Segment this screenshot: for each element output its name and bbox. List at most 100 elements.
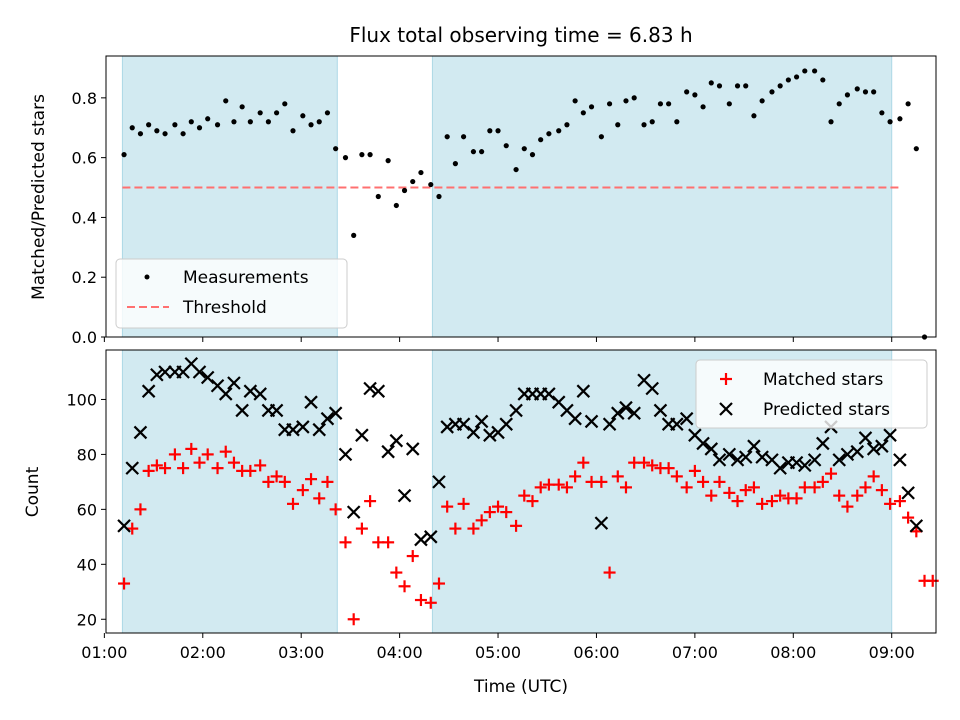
matched-point [688, 464, 701, 477]
predicted-point [328, 406, 343, 420]
matched-point [756, 497, 769, 510]
predicted-point [338, 447, 353, 462]
matched-point [159, 462, 172, 475]
predicted-point [218, 387, 233, 401]
predicted-point [807, 453, 822, 467]
predicted-point [363, 381, 377, 396]
matched-point [457, 497, 470, 510]
matched-point [723, 486, 736, 499]
legend-measurement-marker [144, 274, 150, 280]
matched-point [364, 495, 377, 508]
predicted-point [704, 442, 719, 456]
matched-point [560, 481, 573, 494]
measurement-point [495, 128, 501, 134]
predicted-point [483, 428, 497, 442]
predicted-point [611, 406, 625, 420]
predicted-point [381, 444, 395, 459]
predicted-point [466, 425, 481, 440]
matched-point [893, 495, 906, 508]
x-tick-label: 03:00 [278, 643, 324, 662]
matched-point [168, 448, 181, 461]
x-tick-label: 08:00 [770, 643, 816, 662]
chart-title: Flux total observing time = 6.83 h [349, 23, 692, 47]
top-y-axis-ticks: 0.0 0.2 0.4 0.6 0.8 [72, 89, 106, 347]
measurement-point [862, 89, 869, 95]
measurement-point [265, 119, 271, 125]
measurement-point [470, 149, 477, 155]
measurement-point [410, 178, 416, 185]
measurement-point [802, 68, 808, 74]
matched-point [705, 489, 718, 502]
measurement-point [854, 86, 860, 92]
matched-point [713, 475, 726, 488]
y-tick-label: 0.8 [72, 89, 97, 108]
matched-point [339, 536, 352, 549]
predicted-point [883, 428, 897, 442]
measurement-point [180, 131, 186, 137]
predicted-point [789, 455, 804, 470]
predicted-point [576, 384, 591, 398]
matched-point [406, 550, 419, 563]
bottom-x-axis-ticks: 01:00 02:00 03:00 04:00 05:00 06:00 07:00 08:00… [81, 633, 915, 662]
predicted-point [619, 400, 633, 415]
matched-point [875, 484, 888, 497]
matched-point [638, 456, 651, 469]
matched-point [467, 522, 480, 535]
measurement-point [836, 101, 842, 107]
predicted-point [389, 433, 404, 448]
matched-point [646, 459, 659, 472]
measurement-point [257, 110, 263, 116]
predicted-point [670, 417, 684, 431]
predicted-point [866, 442, 881, 456]
matched-point [500, 506, 513, 519]
measurement-point [162, 131, 168, 137]
predicted-point [312, 422, 327, 437]
predicted-point [243, 384, 258, 398]
measurement-point [777, 83, 783, 89]
measurement-point [188, 119, 194, 125]
predicted-point [901, 486, 915, 500]
predicted-point [747, 439, 761, 453]
matched-point [414, 594, 427, 607]
predicted-point [456, 417, 471, 431]
measurement-point [333, 146, 339, 152]
matched-point [270, 470, 283, 483]
predicted-point [397, 488, 412, 503]
matched-point [731, 495, 744, 508]
measurement-point [247, 119, 253, 125]
measurement-point [359, 152, 365, 158]
predicted-point [269, 403, 284, 418]
measurement-point [521, 146, 527, 152]
measurement-point [844, 92, 851, 98]
measurement-point [300, 113, 306, 119]
measurement-point [588, 104, 595, 110]
predicted-point [227, 376, 241, 390]
matched-point [134, 503, 147, 516]
shaded-window [121, 349, 338, 634]
x-tick-label: 05:00 [475, 643, 521, 662]
measurement-point [743, 83, 749, 89]
matched-point [833, 489, 846, 502]
y-tick-label: 20 [77, 610, 97, 629]
x-tick-label: 01:00 [81, 643, 127, 662]
predicted-point [158, 365, 172, 379]
predicted-point [133, 425, 148, 440]
measurement-point [641, 122, 647, 128]
bottom-legend: Matched stars Predicted stars [695, 359, 928, 429]
predicted-point [414, 532, 428, 547]
measurement-point [879, 110, 885, 116]
matched-point [569, 470, 582, 483]
y-tick-label: 40 [77, 555, 97, 574]
shaded-window [431, 55, 893, 338]
matched-point [313, 492, 326, 505]
predicted-point [235, 403, 249, 418]
matched-point [475, 514, 488, 527]
measurement-point [137, 131, 144, 137]
legend-measurements-label: Measurements [183, 268, 309, 288]
matched-point [492, 500, 505, 513]
predicted-point [355, 428, 369, 442]
measurement-point [503, 143, 509, 149]
top-panel: Flux total observing time = 6.83 h 0.00.… [29, 23, 937, 347]
predicted-point [440, 420, 454, 434]
measurement-point [290, 128, 296, 134]
